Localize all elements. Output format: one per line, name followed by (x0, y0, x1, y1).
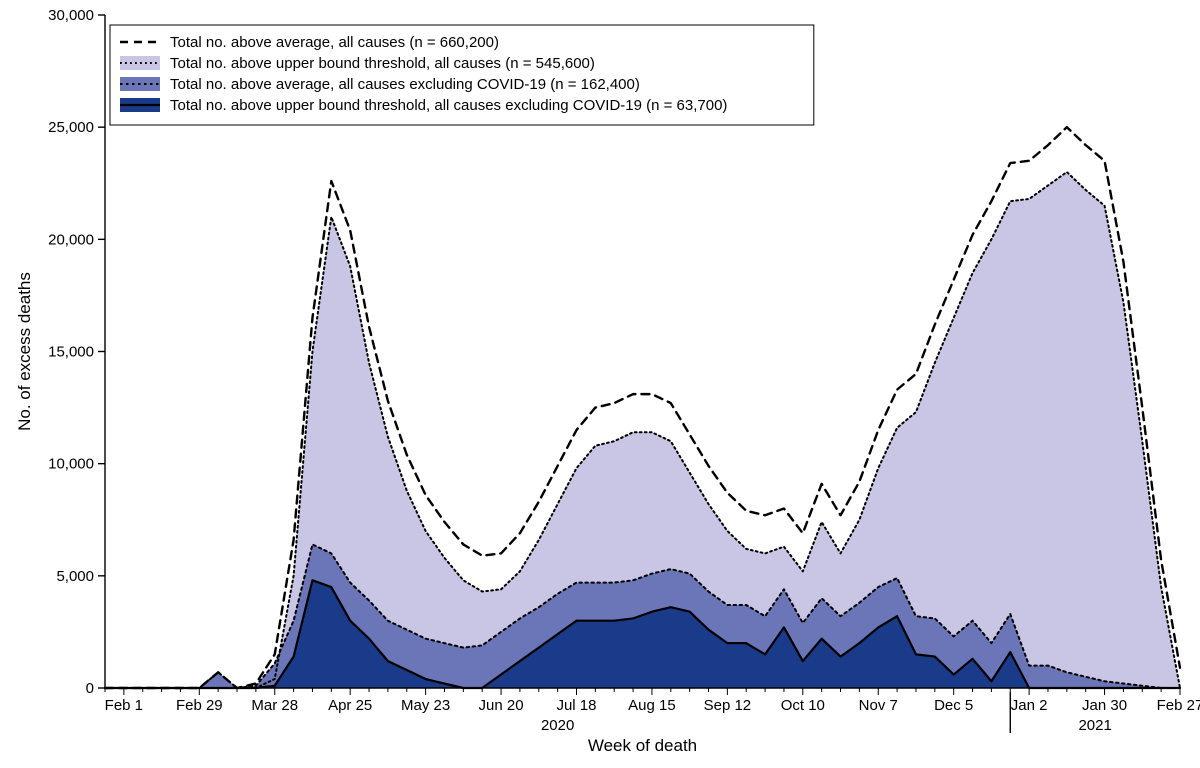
year-label-right: 2021 (1078, 717, 1111, 734)
x-tick-label: Feb 1 (105, 697, 143, 714)
legend-label: Total no. above upper bound threshold, a… (170, 97, 727, 114)
y-tick-label: 30,000 (48, 7, 94, 24)
x-tick-label: Nov 7 (859, 697, 898, 714)
x-tick-label: Oct 10 (781, 697, 825, 714)
y-axis-label: No. of excess deaths (15, 272, 34, 431)
legend-label: Total no. above average, all causes (n =… (170, 34, 499, 51)
legend-label: Total no. above upper bound threshold, a… (170, 55, 595, 72)
x-tick-label: Jan 2 (1011, 697, 1048, 714)
year-label-left: 2020 (541, 717, 574, 734)
excess-deaths-chart: 0 5,000 10,000 15,000 20,000 25,000 30,000 Feb … (0, 0, 1200, 768)
legend-label: Total no. above average, all causes excl… (170, 76, 640, 93)
chart-svg: 0 5,000 10,000 15,000 20,000 25,000 30,000 Feb … (0, 0, 1200, 768)
y-tick-label: 5,000 (56, 568, 94, 585)
x-tick-label: Jun 20 (479, 697, 524, 714)
x-axis-label: Week of death (588, 736, 697, 755)
x-tick-label: Dec 5 (934, 697, 973, 714)
x-tick-label: Jul 18 (556, 697, 596, 714)
x-tick-label: Apr 25 (328, 697, 372, 714)
y-tick-label: 10,000 (48, 456, 94, 473)
x-tick-label: Feb 29 (176, 697, 223, 714)
y-tick-label: 0 (86, 680, 94, 697)
x-tick-label: Sep 12 (704, 697, 752, 714)
legend: Total no. above average, all causes (n =… (110, 25, 814, 125)
x-tick-label: Feb 27 (1157, 697, 1200, 714)
y-tick-label: 20,000 (48, 231, 94, 248)
x-tick-label: Aug 15 (628, 697, 676, 714)
y-tick-label: 15,000 (48, 344, 94, 361)
x-tick-label: Mar 28 (251, 697, 298, 714)
x-tick-label: May 23 (401, 697, 450, 714)
y-tick-label: 25,000 (48, 119, 94, 136)
x-tick-label: Jan 30 (1082, 697, 1127, 714)
